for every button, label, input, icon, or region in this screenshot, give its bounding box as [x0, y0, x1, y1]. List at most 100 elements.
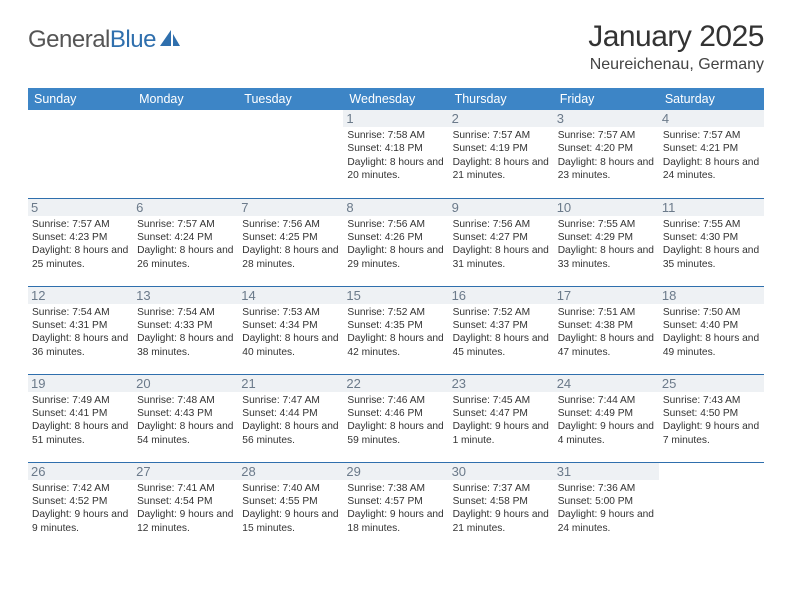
day-number: 10 — [554, 199, 659, 216]
calendar-table: SundayMondayTuesdayWednesdayThursdayFrid… — [28, 88, 764, 550]
column-header: Monday — [133, 88, 238, 110]
calendar-day-cell — [133, 110, 238, 198]
calendar-day-cell: 5 Sunrise: 7:57 AMSunset: 4:23 PMDaylight… — [28, 198, 133, 286]
day-number: 16 — [449, 287, 554, 304]
calendar-week-row: 26 Sunrise: 7:42 AMSunset: 4:52 PMDayligh… — [28, 462, 764, 550]
day-info: Sunrise: 7:54 AMSunset: 4:31 PMDaylight:… — [32, 306, 129, 360]
title-block: January 2025 Neureichenau, Germany — [588, 20, 764, 74]
day-info: Sunrise: 7:46 AMSunset: 4:46 PMDaylight:… — [347, 394, 444, 448]
day-info: Sunrise: 7:56 AMSunset: 4:27 PMDaylight:… — [453, 218, 550, 272]
calendar-day-cell: 8Sunrise: 7:56 AMSunset: 4:26 PMDaylight… — [343, 198, 448, 286]
day-number: 12 — [28, 287, 133, 304]
day-number: 14 — [238, 287, 343, 304]
day-info: Sunrise: 7:52 AMSunset: 4:35 PMDaylight:… — [347, 306, 444, 360]
logo: GeneralBlue — [28, 26, 182, 54]
calendar-body: 1 Sunrise: 7:58 AMSunset: 4:18 PMDaylight… — [28, 110, 764, 550]
day-info: Sunrise: 7:57 AMSunset: 4:23 PMDaylight:… — [32, 218, 129, 272]
logo-text-left: General — [28, 26, 110, 53]
day-number: 6 — [133, 199, 238, 216]
page: GeneralBlue January 2025 Neureichenau, G… — [0, 0, 792, 560]
day-info: Sunrise: 7:57 AMSunset: 4:21 PMDaylight:… — [663, 129, 760, 183]
calendar-day-cell: 22Sunrise: 7:46 AMSunset: 4:46 PMDayligh… — [343, 374, 448, 462]
calendar-day-cell: 10 Sunrise: 7:55 AMSunset: 4:29 PMDayligh… — [554, 198, 659, 286]
day-number: 8 — [343, 199, 448, 216]
calendar-day-cell: 9 Sunrise: 7:56 AMSunset: 4:27 PMDaylight… — [449, 198, 554, 286]
calendar-day-cell: 2 Sunrise: 7:57 AMSunset: 4:19 PMDaylight… — [449, 110, 554, 198]
calendar-day-cell: 25 Sunrise: 7:43 AMSunset: 4:50 PMDayligh… — [659, 374, 764, 462]
day-number: 5 — [28, 199, 133, 216]
day-info: Sunrise: 7:36 AMSunset: 5:00 PMDaylight:… — [558, 482, 655, 536]
day-number: 21 — [238, 375, 343, 392]
day-info: Sunrise: 7:42 AMSunset: 4:52 PMDaylight:… — [32, 482, 129, 536]
calendar-head: SundayMondayTuesdayWednesdayThursdayFrid… — [28, 88, 764, 110]
day-info: Sunrise: 7:43 AMSunset: 4:50 PMDaylight:… — [663, 394, 760, 448]
day-number: 20 — [133, 375, 238, 392]
column-header: Tuesday — [238, 88, 343, 110]
day-info: Sunrise: 7:52 AMSunset: 4:37 PMDaylight:… — [453, 306, 550, 360]
column-header: Sunday — [28, 88, 133, 110]
day-info: Sunrise: 7:56 AMSunset: 4:25 PMDaylight:… — [242, 218, 339, 272]
day-info: Sunrise: 7:57 AMSunset: 4:19 PMDaylight:… — [453, 129, 550, 183]
day-number: 15 — [343, 287, 448, 304]
day-info: Sunrise: 7:54 AMSunset: 4:33 PMDaylight:… — [137, 306, 234, 360]
day-number: 1 — [343, 110, 448, 127]
calendar-day-cell: 18Sunrise: 7:50 AMSunset: 4:40 PMDayligh… — [659, 286, 764, 374]
day-info: Sunrise: 7:41 AMSunset: 4:54 PMDaylight:… — [137, 482, 234, 536]
day-number: 2 — [449, 110, 554, 127]
day-info: Sunrise: 7:47 AMSunset: 4:44 PMDaylight:… — [242, 394, 339, 448]
day-info: Sunrise: 7:55 AMSunset: 4:29 PMDaylight:… — [558, 218, 655, 272]
calendar-week-row: 19Sunrise: 7:49 AMSunset: 4:41 PMDayligh… — [28, 374, 764, 462]
day-number — [238, 110, 343, 127]
calendar-day-cell: 21 Sunrise: 7:47 AMSunset: 4:44 PMDayligh… — [238, 374, 343, 462]
day-info: Sunrise: 7:45 AMSunset: 4:47 PMDaylight:… — [453, 394, 550, 448]
day-info: Sunrise: 7:58 AMSunset: 4:18 PMDaylight:… — [347, 129, 444, 183]
day-info: Sunrise: 7:55 AMSunset: 4:30 PMDaylight:… — [663, 218, 760, 272]
day-info: Sunrise: 7:51 AMSunset: 4:38 PMDaylight:… — [558, 306, 655, 360]
day-number: 30 — [449, 463, 554, 480]
month-title: January 2025 — [588, 20, 764, 54]
day-info: Sunrise: 7:40 AMSunset: 4:55 PMDaylight:… — [242, 482, 339, 536]
calendar-week-row: 5 Sunrise: 7:57 AMSunset: 4:23 PMDaylight… — [28, 198, 764, 286]
day-number: 9 — [449, 199, 554, 216]
day-info: Sunrise: 7:37 AMSunset: 4:58 PMDaylight:… — [453, 482, 550, 536]
calendar-day-cell: 6Sunrise: 7:57 AMSunset: 4:24 PMDaylight… — [133, 198, 238, 286]
calendar-day-cell: 30 Sunrise: 7:37 AMSunset: 4:58 PMDayligh… — [449, 462, 554, 550]
calendar-day-cell: 1 Sunrise: 7:58 AMSunset: 4:18 PMDaylight… — [343, 110, 448, 198]
calendar-day-cell: 31Sunrise: 7:36 AMSunset: 5:00 PMDayligh… — [554, 462, 659, 550]
calendar-day-cell: 19Sunrise: 7:49 AMSunset: 4:41 PMDayligh… — [28, 374, 133, 462]
calendar-day-cell — [238, 110, 343, 198]
day-info: Sunrise: 7:49 AMSunset: 4:41 PMDaylight:… — [32, 394, 129, 448]
day-info: Sunrise: 7:48 AMSunset: 4:43 PMDaylight:… — [137, 394, 234, 448]
day-number: 18 — [659, 287, 764, 304]
day-number: 23 — [449, 375, 554, 392]
day-number: 29 — [343, 463, 448, 480]
day-number: 28 — [238, 463, 343, 480]
calendar-day-cell: 17 Sunrise: 7:51 AMSunset: 4:38 PMDayligh… — [554, 286, 659, 374]
logo-text-right: Blue — [110, 26, 156, 53]
column-header: Saturday — [659, 88, 764, 110]
day-number: 7 — [238, 199, 343, 216]
calendar-day-cell: 13Sunrise: 7:54 AMSunset: 4:33 PMDayligh… — [133, 286, 238, 374]
day-number: 27 — [133, 463, 238, 480]
day-number: 25 — [659, 375, 764, 392]
day-number: 24 — [554, 375, 659, 392]
day-number: 11 — [659, 199, 764, 216]
calendar-day-cell: 24Sunrise: 7:44 AMSunset: 4:49 PMDayligh… — [554, 374, 659, 462]
calendar-day-cell: 14Sunrise: 7:53 AMSunset: 4:34 PMDayligh… — [238, 286, 343, 374]
day-number — [28, 110, 133, 127]
logo-text: GeneralBlue — [28, 26, 156, 54]
calendar-day-cell: 4 Sunrise: 7:57 AMSunset: 4:21 PMDaylight… — [659, 110, 764, 198]
calendar-day-cell: 16 Sunrise: 7:52 AMSunset: 4:37 PMDayligh… — [449, 286, 554, 374]
day-number: 3 — [554, 110, 659, 127]
day-number: 4 — [659, 110, 764, 127]
day-number: 26 — [28, 463, 133, 480]
column-header: Thursday — [449, 88, 554, 110]
calendar-day-cell: 28 Sunrise: 7:40 AMSunset: 4:55 PMDayligh… — [238, 462, 343, 550]
header-row: GeneralBlue January 2025 Neureichenau, G… — [28, 20, 764, 74]
column-header: Friday — [554, 88, 659, 110]
calendar-day-cell: 23 Sunrise: 7:45 AMSunset: 4:47 PMDayligh… — [449, 374, 554, 462]
day-info: Sunrise: 7:57 AMSunset: 4:20 PMDaylight:… — [558, 129, 655, 183]
column-header: Wednesday — [343, 88, 448, 110]
day-number: 17 — [554, 287, 659, 304]
calendar-day-cell: 3 Sunrise: 7:57 AMSunset: 4:20 PMDaylight… — [554, 110, 659, 198]
